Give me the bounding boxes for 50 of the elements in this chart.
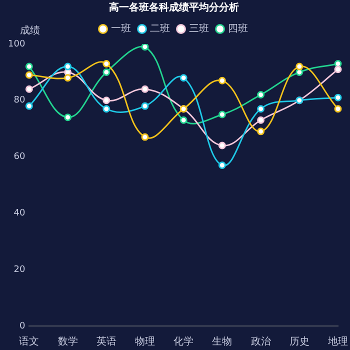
point xyxy=(64,114,72,122)
point xyxy=(141,44,149,51)
point xyxy=(218,76,226,84)
point xyxy=(102,68,110,76)
legend-label: 三班 xyxy=(189,22,209,35)
x-tick-label: 生物 xyxy=(212,336,232,348)
point xyxy=(64,74,72,82)
x-tick-label: 地理 xyxy=(327,336,348,348)
x-tick-label: 政治 xyxy=(250,336,271,348)
point xyxy=(218,162,226,170)
chart-title: 高一各班各科成绩平均分分析 xyxy=(109,2,239,14)
x-tick-label: 物理 xyxy=(134,336,155,348)
point xyxy=(25,102,33,110)
point xyxy=(25,85,33,93)
point xyxy=(102,60,110,68)
point xyxy=(296,62,304,70)
y-tick-label: 0 xyxy=(19,321,26,332)
point xyxy=(257,116,265,124)
point xyxy=(102,96,110,104)
legend-label: 二班 xyxy=(150,22,170,35)
x-tick-label: 历史 xyxy=(289,336,310,348)
x-tick-label: 语文 xyxy=(19,336,40,348)
y-tick-label: 80 xyxy=(14,96,26,106)
y-tick-label: 100 xyxy=(8,39,26,50)
point xyxy=(257,105,265,113)
y-tick-label: 20 xyxy=(14,264,26,275)
x-tick-label: 英语 xyxy=(96,336,116,348)
x-tick-label: 化学 xyxy=(174,336,194,348)
y-tick-label: 40 xyxy=(14,208,26,219)
point xyxy=(64,62,72,70)
point xyxy=(141,85,149,93)
point xyxy=(25,71,33,79)
point xyxy=(102,105,110,113)
point xyxy=(180,116,188,124)
point xyxy=(25,62,33,70)
point xyxy=(141,133,149,141)
point xyxy=(218,110,226,118)
point xyxy=(334,66,342,74)
x-tick-label: 数学 xyxy=(58,336,78,348)
point xyxy=(141,102,149,110)
point xyxy=(257,128,265,136)
y-tick-label: 60 xyxy=(14,152,26,162)
legend-label: 四班 xyxy=(228,22,248,35)
point xyxy=(218,142,226,150)
point xyxy=(334,105,342,113)
y-axis-title: 成绩 xyxy=(20,24,40,37)
point xyxy=(257,91,265,99)
point xyxy=(334,94,342,102)
point xyxy=(180,74,188,82)
legend-label: 一班 xyxy=(111,22,131,35)
